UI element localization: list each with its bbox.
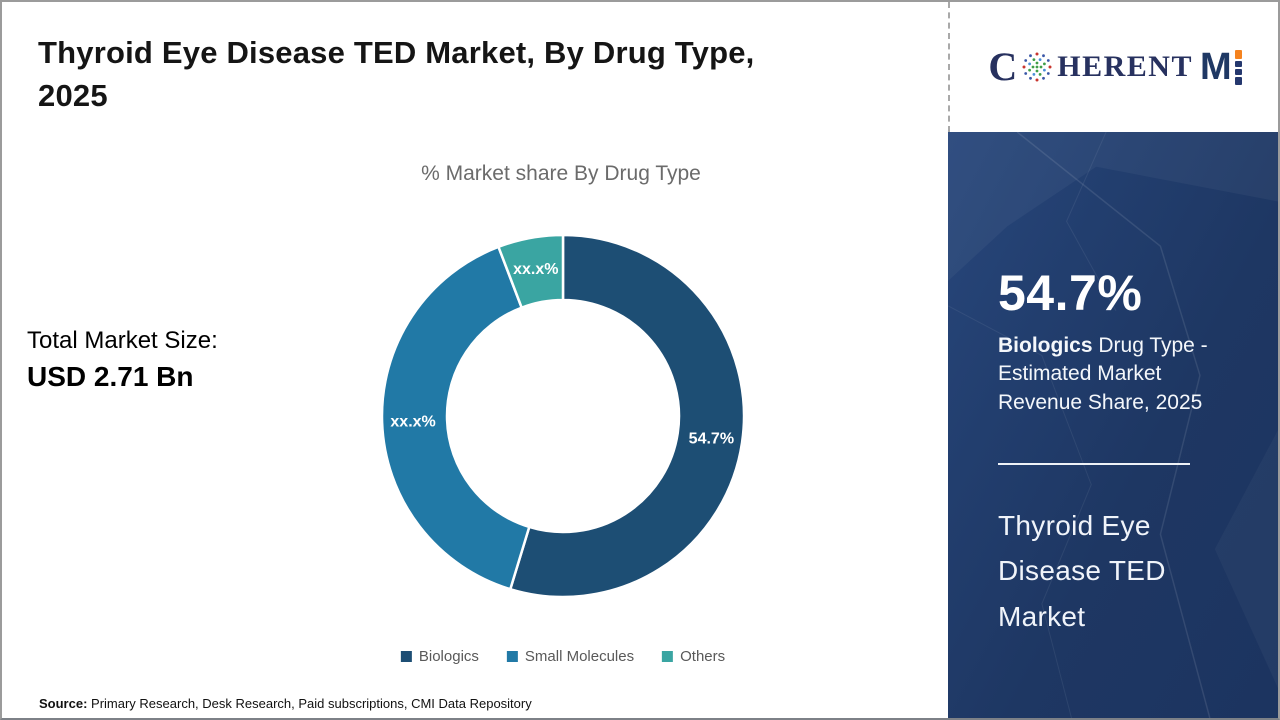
sidebar-divider: [998, 463, 1190, 466]
legend-item-others: Others: [662, 648, 725, 665]
legend-label: Biologics: [418, 648, 479, 665]
donut-chart: 54.7% xx.x% xx.x%: [380, 233, 746, 599]
legend-label: Small Molecules: [524, 648, 635, 665]
sidebar-content: 54.7% Biologics Drug Type - Estimated Ma…: [948, 264, 1278, 639]
dashed-divider: [948, 2, 950, 132]
page-title-line1: Thyroid Eye Disease TED Market, By Drug …: [38, 35, 755, 70]
brand-logo: C: [950, 2, 1278, 132]
source-text: Primary Research, Desk Research, Paid su…: [87, 696, 532, 711]
donut-slice-others: [497, 233, 565, 309]
donut-slice-small-molecules: [380, 245, 531, 591]
legend-label: Others: [680, 648, 726, 665]
stat-value: 54.7%: [998, 265, 1143, 321]
legend-swatch-icon: [400, 651, 412, 662]
donut-label-small-molecules: xx.x%: [390, 414, 435, 431]
source-label: Source:: [39, 696, 88, 711]
highlight-sidebar: 54.7% Biologics Drug Type - Estimated Ma…: [948, 132, 1278, 718]
donut-label-others: xx.x%: [513, 261, 558, 278]
legend-item-small-molecules: Small Molecules: [506, 648, 635, 665]
total-market-size-label: Total Market Size:: [27, 327, 218, 354]
legend-item-biologics: Biologics: [400, 648, 479, 665]
logo-text-herent: HERENT: [1057, 50, 1193, 83]
page-title-line2: 2025: [38, 77, 108, 113]
legend-swatch-icon: [662, 651, 674, 662]
chart-legend: Biologics Small Molecules Others: [400, 648, 725, 665]
logo-text-c: C: [988, 44, 1018, 89]
total-market-size-value: USD 2.71 Bn: [27, 361, 194, 392]
stat-description: Biologics Drug Type - Estimated Market R…: [998, 332, 1233, 417]
chart-subtitle: % Market share By Drug Type: [421, 162, 701, 185]
legend-swatch-icon: [506, 651, 518, 662]
donut-label-biologics: 54.7%: [689, 431, 734, 448]
source-note: Source: Primary Research, Desk Research,…: [39, 696, 532, 711]
globe-icon: [1022, 52, 1052, 82]
logo-segmented-i-icon: [1234, 49, 1242, 85]
logo-text-m: M: [1199, 46, 1232, 88]
page-title: Thyroid Eye Disease TED Market, By Drug …: [38, 32, 918, 118]
total-market-size: Total Market Size: USD 2.71 Bn: [27, 327, 218, 393]
sidebar-market-title: Thyroid Eye Disease TED Market: [998, 510, 1166, 632]
stat-description-rest: Drug Type - Estimated Market Revenue Sha…: [998, 334, 1208, 414]
stat-highlight: Biologics: [998, 334, 1093, 357]
brand-logo-row: C: [988, 44, 1242, 89]
donut-slice-biologics: [509, 233, 746, 599]
